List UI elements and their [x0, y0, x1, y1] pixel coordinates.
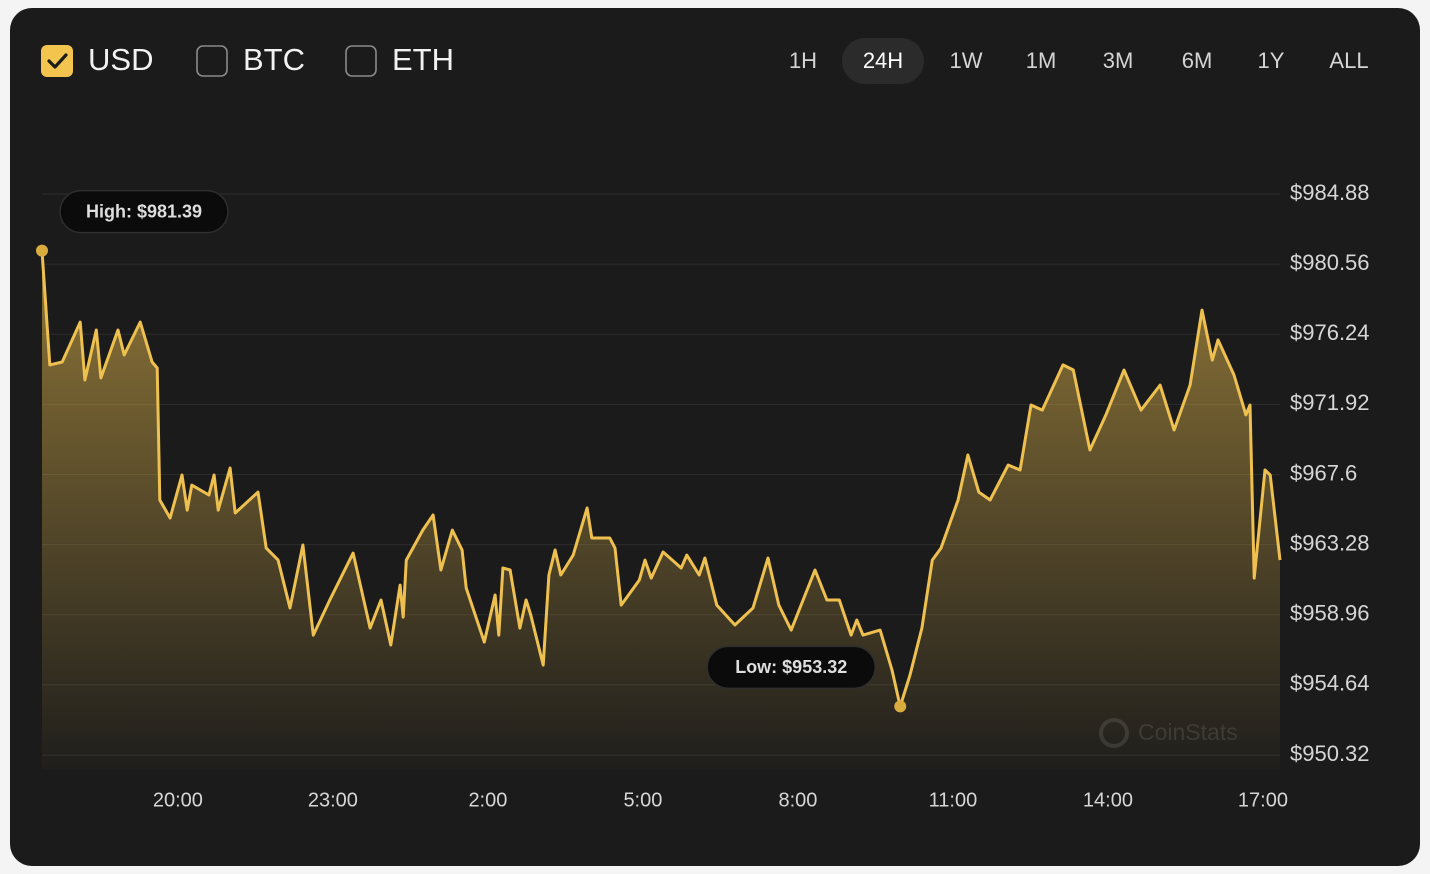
currency-label: USD: [88, 42, 153, 77]
range-button[interactable]: ALL: [1329, 48, 1368, 73]
annotation-dot: [894, 700, 907, 713]
y-tick-label: $980.56: [1290, 250, 1370, 275]
price-line: [40, 250, 1282, 708]
check-icon: [47, 53, 68, 69]
annotation-box: [706, 645, 876, 690]
y-tick-label: $967.6: [1290, 460, 1357, 485]
range-button[interactable]: 1Y: [1258, 48, 1285, 73]
area-fill: [42, 250, 1280, 770]
y-tick-label: $984.88: [1290, 180, 1370, 205]
x-tick-label: 14:00: [1083, 789, 1133, 811]
x-tick-label: 11:00: [929, 789, 978, 811]
currency-label: ETH: [392, 42, 454, 77]
annotation-box: [59, 189, 229, 234]
y-tick-label: $976.24: [1290, 320, 1370, 345]
y-tick-label: $963.28: [1290, 530, 1370, 555]
x-tick-label: 20:00: [153, 789, 203, 811]
range-button[interactable]: 6M: [1182, 48, 1213, 73]
range-selected[interactable]: [842, 38, 924, 84]
y-tick-label: $958.96: [1290, 601, 1370, 626]
x-tick-label: 17:00: [1238, 789, 1288, 811]
range-button[interactable]: 1H: [789, 48, 817, 73]
checkbox[interactable]: [196, 45, 228, 77]
range-button[interactable]: 24H: [863, 48, 903, 73]
annotation-text: Low: $953.32: [735, 657, 847, 677]
range-button[interactable]: 1M: [1026, 48, 1057, 73]
x-tick-label: 8:00: [778, 789, 817, 811]
x-tick-label: 2:00: [468, 789, 507, 811]
x-tick-label: 5:00: [623, 789, 662, 811]
annotation-dot: [36, 244, 48, 257]
checkbox[interactable]: [345, 45, 377, 77]
y-tick-label: $954.64: [1290, 671, 1370, 696]
range-button[interactable]: 1W: [950, 48, 983, 73]
annotation-text: High: $981.39: [86, 201, 202, 221]
y-tick-label: $971.92: [1290, 390, 1370, 415]
checkbox-checked[interactable]: [41, 45, 73, 77]
range-button[interactable]: 3M: [1103, 48, 1134, 73]
y-tick-label: $950.32: [1290, 741, 1370, 766]
currency-label: BTC: [243, 42, 305, 77]
x-tick-label: 23:00: [308, 789, 358, 811]
